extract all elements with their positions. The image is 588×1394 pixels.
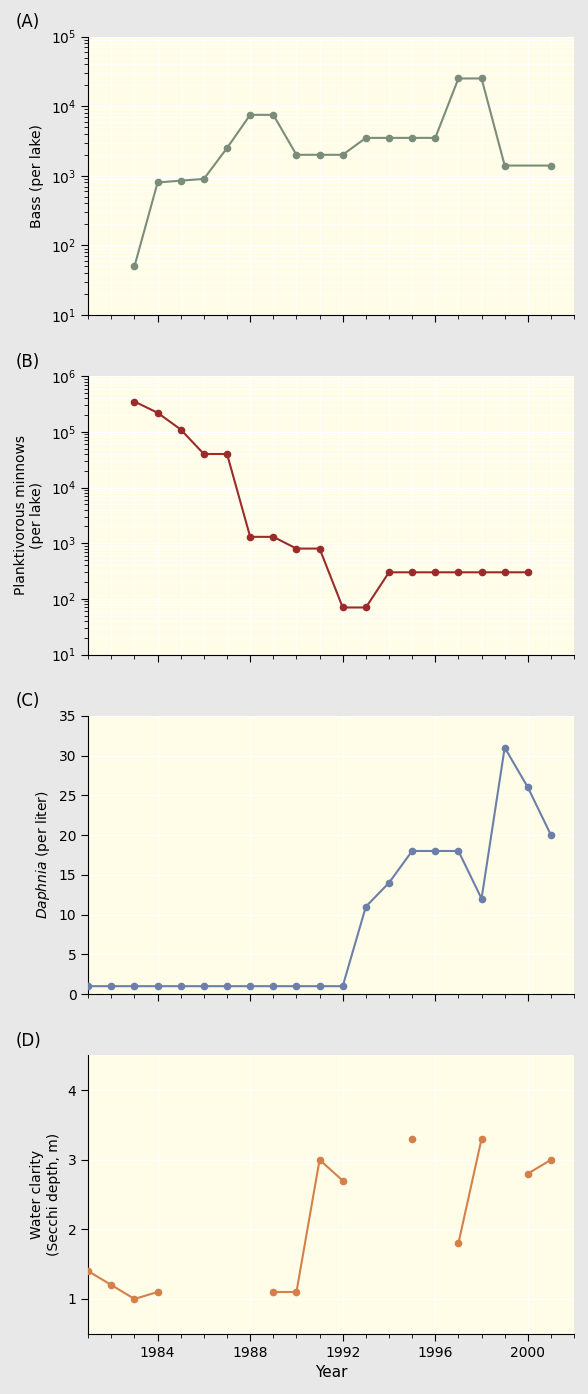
Y-axis label: Water clarity
(Secchi depth, m): Water clarity (Secchi depth, m)	[31, 1133, 61, 1256]
Y-axis label: $\it{Daphnia}$ (per liter): $\it{Daphnia}$ (per liter)	[34, 790, 52, 920]
Text: (B): (B)	[15, 353, 39, 371]
Y-axis label: Planktivorous minnows
(per lake): Planktivorous minnows (per lake)	[14, 435, 44, 595]
Text: (C): (C)	[15, 693, 39, 710]
Y-axis label: Bass (per lake): Bass (per lake)	[30, 124, 44, 227]
Text: (A): (A)	[15, 13, 39, 31]
X-axis label: Year: Year	[315, 1365, 348, 1380]
Text: (D): (D)	[15, 1032, 41, 1050]
